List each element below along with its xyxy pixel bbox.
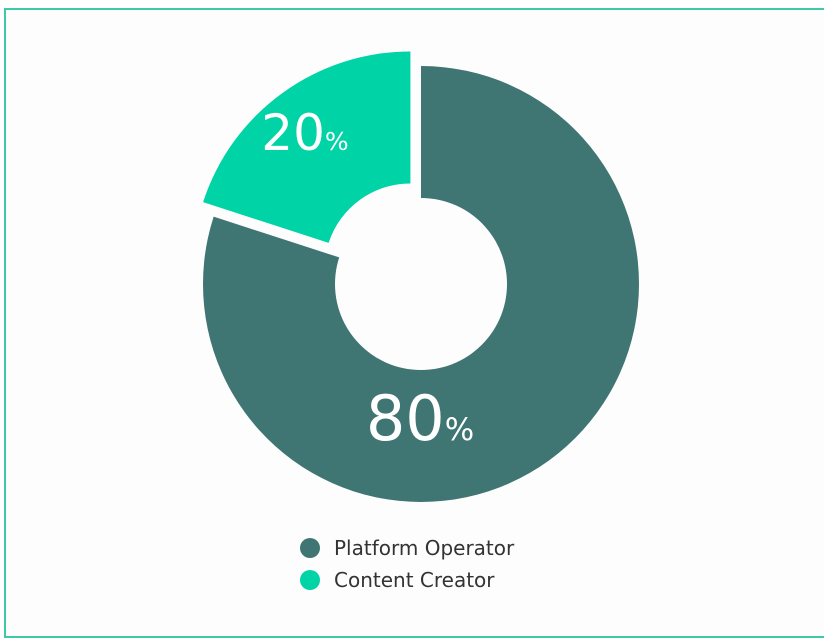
- slice-platform-operator: [203, 66, 640, 502]
- legend-label-content-creator: Content Creator: [334, 568, 495, 592]
- legend-swatch-content-creator: [300, 570, 320, 590]
- slice-label-content-creator: 20%: [261, 104, 348, 162]
- legend-item-platform-operator: Platform Operator: [300, 532, 514, 564]
- donut-chart: 80% 20%: [203, 51, 640, 502]
- legend: Platform Operator Content Creator: [300, 532, 514, 596]
- legend-label-platform-operator: Platform Operator: [334, 536, 515, 560]
- slice-label-platform-operator: 80%: [366, 382, 474, 455]
- chart-frame: [4, 8, 824, 638]
- legend-item-content-creator: Content Creator: [300, 564, 514, 596]
- slice-content-creator: [203, 51, 411, 243]
- legend-swatch-platform-operator: [300, 538, 320, 558]
